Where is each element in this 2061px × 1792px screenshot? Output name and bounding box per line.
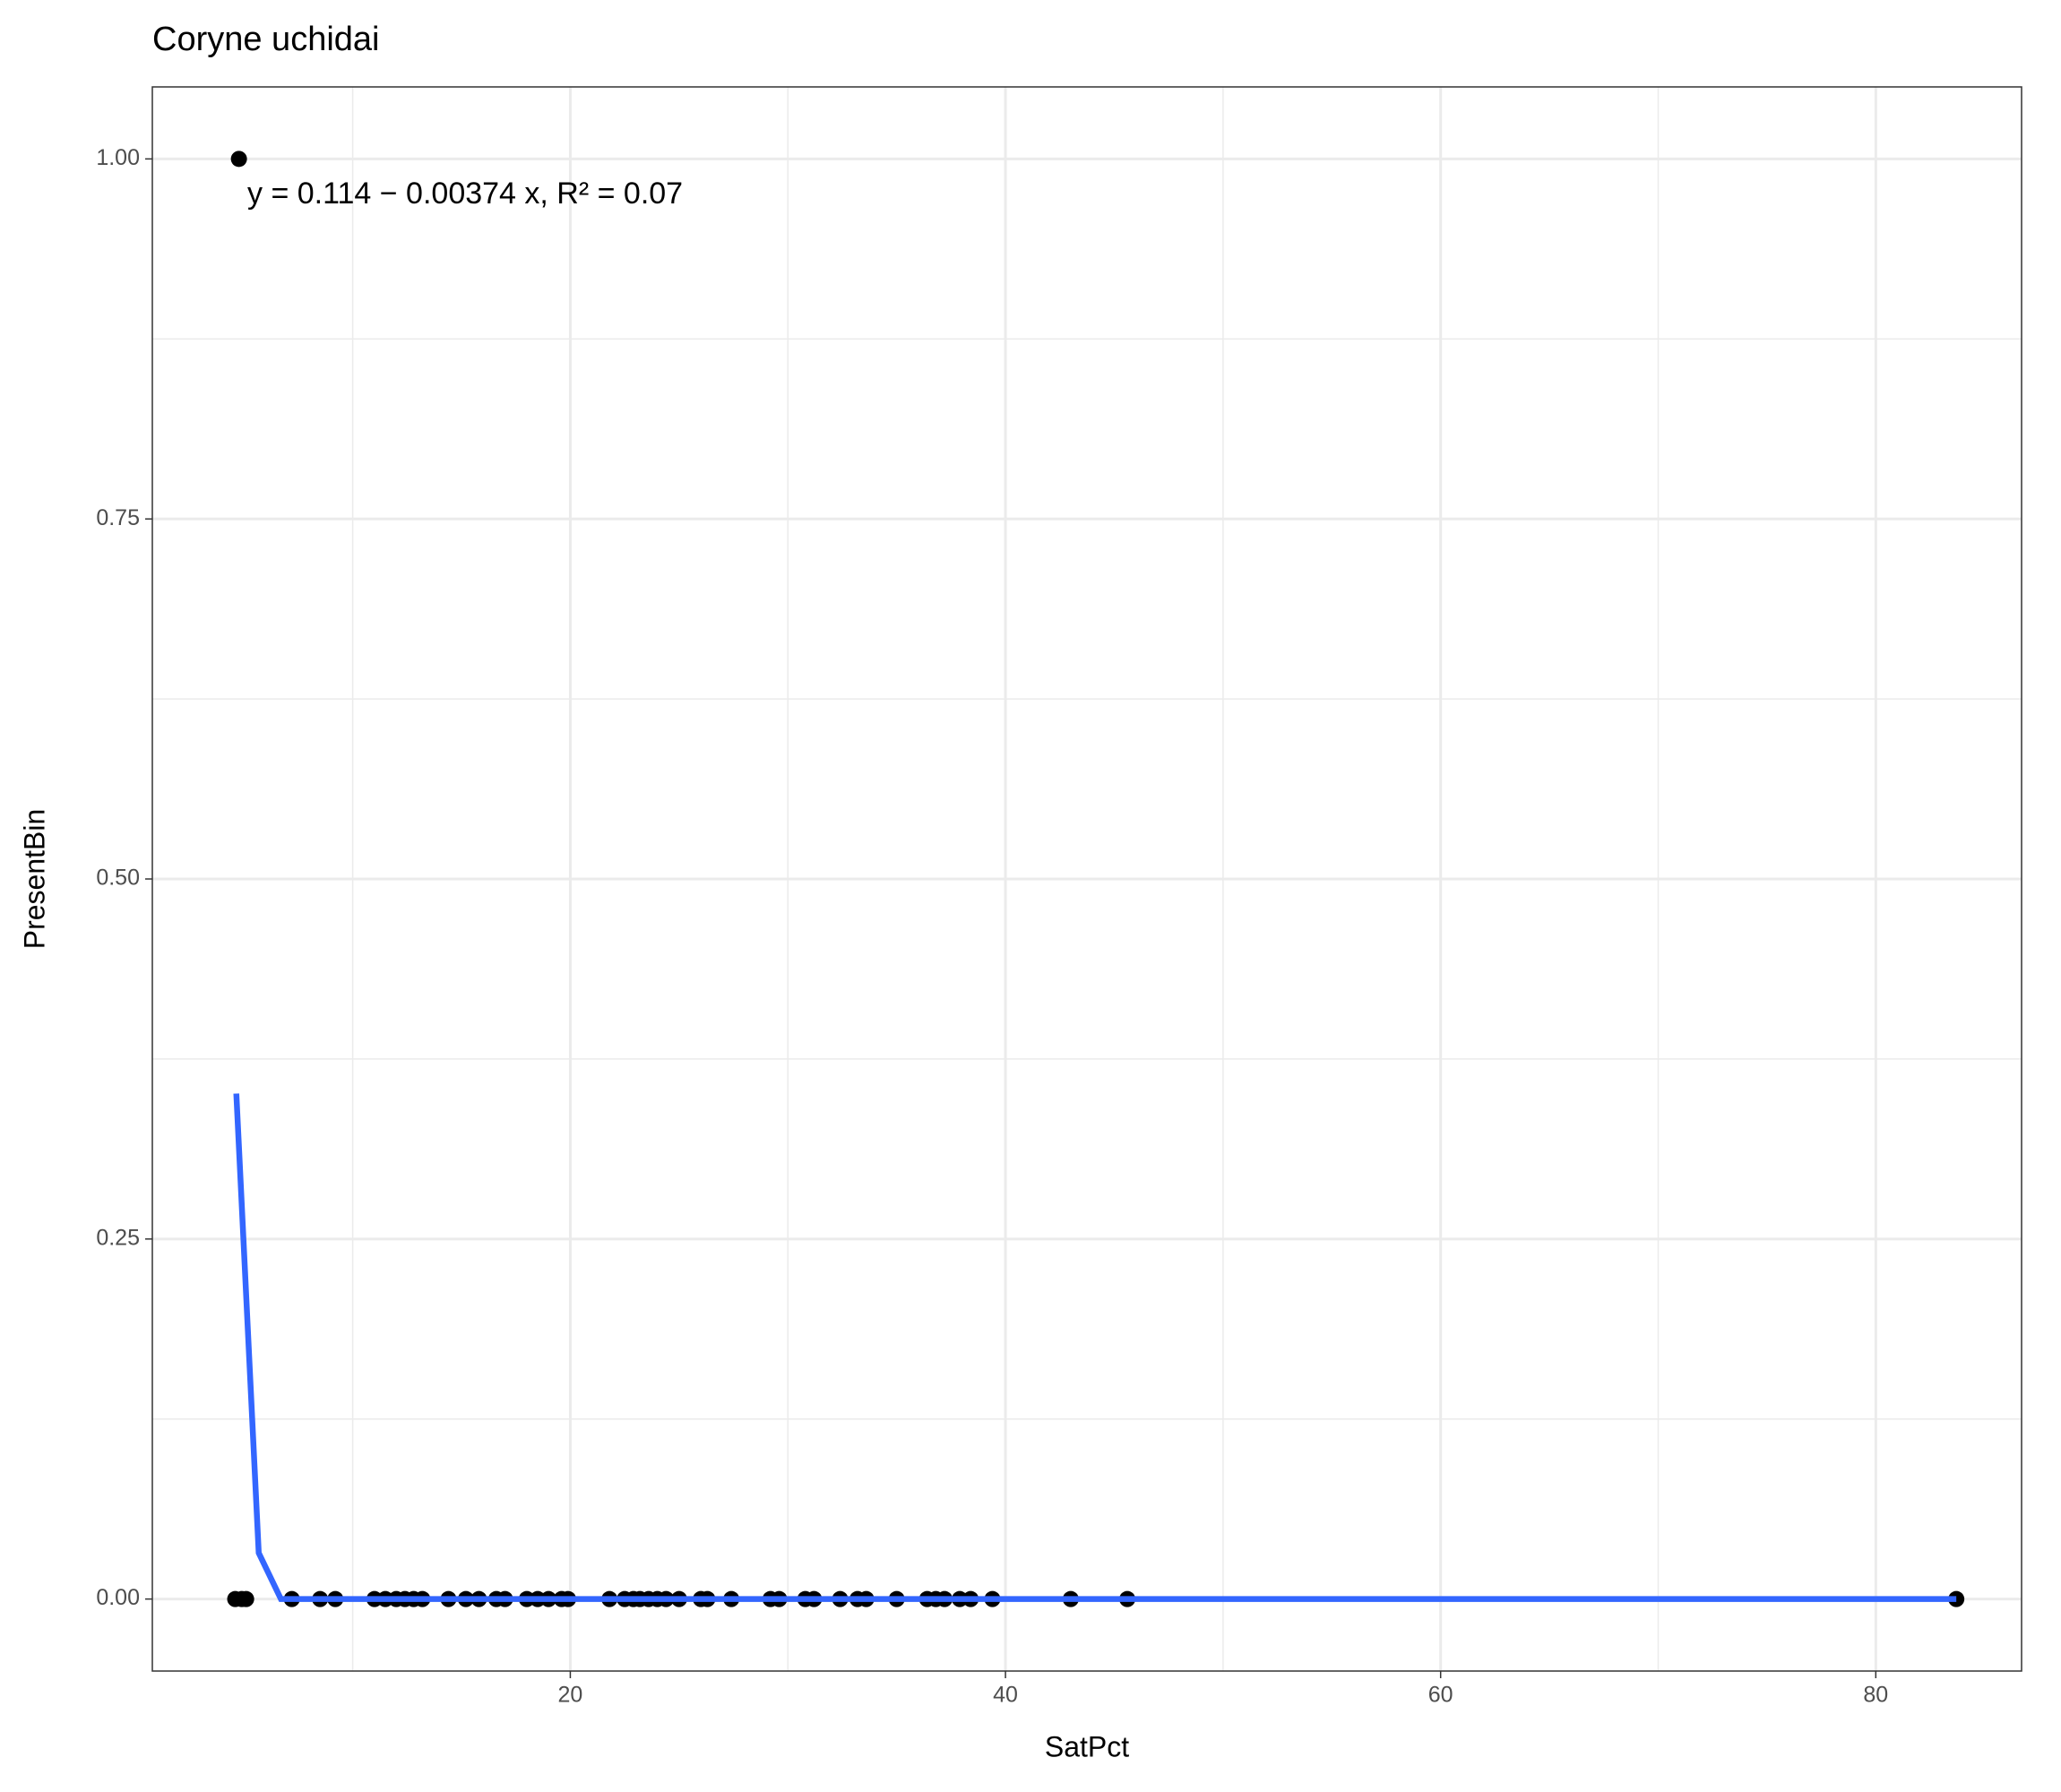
x-tick-label: 40: [993, 1683, 1018, 1708]
fit-line: [233, 1093, 1957, 1602]
x-axis-title: SatPct: [1045, 1730, 1129, 1762]
y-tick-label: 0.25: [96, 1225, 140, 1250]
x-tick-label: 20: [558, 1683, 583, 1708]
x-tick-label: 80: [1863, 1683, 1888, 1708]
y-tick-label: 0.75: [96, 505, 140, 530]
point: [237, 1590, 254, 1607]
y-tick-label: 0.00: [96, 1585, 140, 1610]
annotation: y = 0.114 − 0.00374 x, R² = 0.07: [247, 177, 683, 211]
x-tick-label: 60: [1428, 1683, 1453, 1708]
y-axis-title: PresentBin: [18, 809, 50, 950]
panel-border: [151, 86, 2022, 1672]
y-tick-label: 1.00: [96, 145, 140, 170]
point: [230, 151, 247, 168]
chart-title: Coryne uchidai: [152, 21, 379, 58]
y-tick-label: 0.50: [96, 866, 140, 891]
